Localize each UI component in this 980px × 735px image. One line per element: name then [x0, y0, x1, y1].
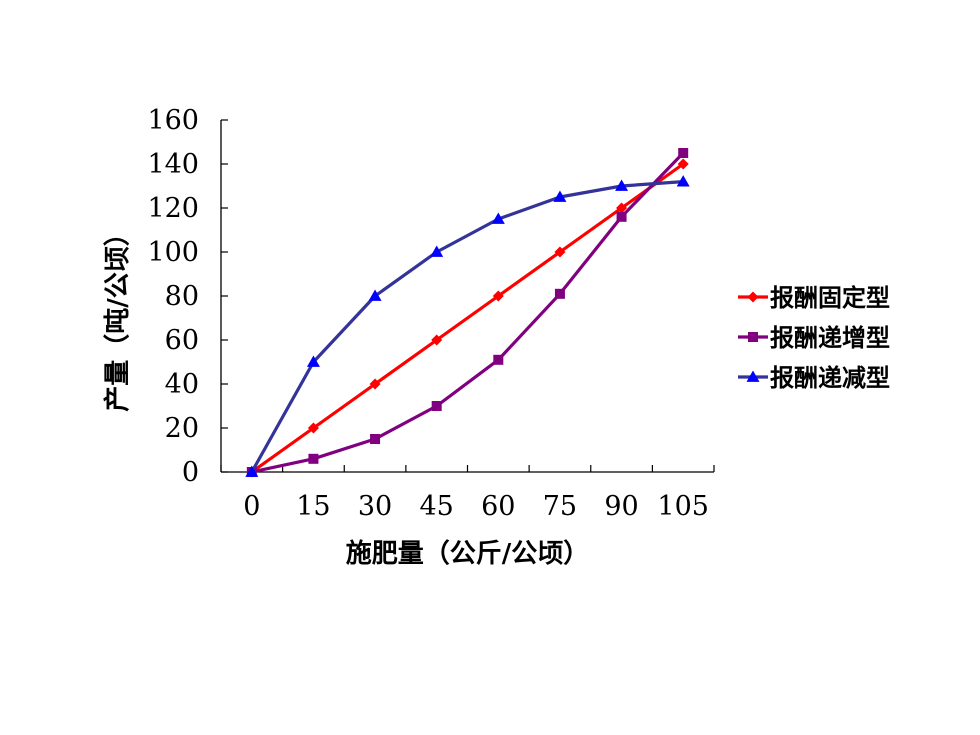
data-point	[431, 334, 443, 346]
data-point	[306, 355, 320, 367]
data-point	[370, 434, 381, 444]
series-1	[246, 158, 689, 478]
x-tick-label: 30	[358, 491, 392, 522]
data-point	[553, 190, 567, 202]
legend-label: 报酬递减型	[770, 364, 890, 392]
data-point	[431, 401, 442, 411]
x-tick-label: 60	[481, 491, 515, 522]
data-point	[616, 211, 627, 222]
data-point	[554, 288, 565, 299]
legend-item: 报酬递减型	[738, 364, 890, 392]
data-point	[492, 290, 504, 302]
y-tick-label: 120	[147, 193, 199, 224]
legend-marker	[747, 291, 759, 303]
y-tick-label: 80	[165, 281, 199, 312]
series-layer	[245, 148, 690, 478]
y-tick-label: 40	[165, 369, 199, 400]
y-axis: 0 20 40 60 80 100 120 140 160	[147, 105, 228, 488]
legend-label: 报酬固定型	[770, 284, 890, 312]
y-tick-label: 100	[147, 237, 199, 268]
data-point	[308, 453, 319, 464]
data-point	[615, 179, 629, 191]
data-point	[678, 148, 689, 158]
y-tick-label: 0	[182, 457, 199, 488]
y-tick-label: 160	[147, 105, 199, 136]
legend-marker	[746, 370, 760, 382]
x-tick-label: 15	[296, 491, 330, 522]
y-tick-label: 20	[165, 413, 199, 444]
data-point	[307, 422, 319, 434]
data-point	[245, 465, 259, 477]
data-point	[616, 202, 628, 214]
legend-label: 报酬递增型	[770, 324, 890, 352]
data-point	[677, 158, 689, 170]
series-line	[251, 151, 685, 474]
y-axis-title: 产量（吨/公顷）	[103, 220, 133, 412]
x-tick-label: 90	[604, 491, 638, 522]
x-tick-label: 45	[420, 491, 454, 522]
y-tick-label: 60	[165, 325, 199, 356]
legend-item: 报酬递增型	[738, 324, 890, 352]
x-axis-title: 施肥量（公斤/公顷）	[346, 538, 590, 569]
series-line	[250, 180, 684, 473]
data-point	[491, 212, 505, 224]
series-line	[250, 162, 685, 474]
legend-item: 报酬固定型	[738, 284, 890, 312]
data-point	[554, 246, 566, 258]
legend-marker	[748, 332, 758, 342]
data-point	[368, 289, 382, 301]
data-point	[493, 354, 504, 365]
x-tick-label: 105	[657, 491, 709, 522]
x-tick-label: 75	[543, 491, 577, 522]
data-point	[676, 175, 690, 187]
x-tick-label: 0	[243, 491, 260, 522]
x-axis: 0 15 30 45 60 75 90 105	[220, 465, 715, 522]
data-point	[369, 378, 381, 390]
data-point	[430, 245, 444, 257]
series-3	[245, 175, 690, 477]
y-tick-label: 140	[147, 149, 199, 180]
